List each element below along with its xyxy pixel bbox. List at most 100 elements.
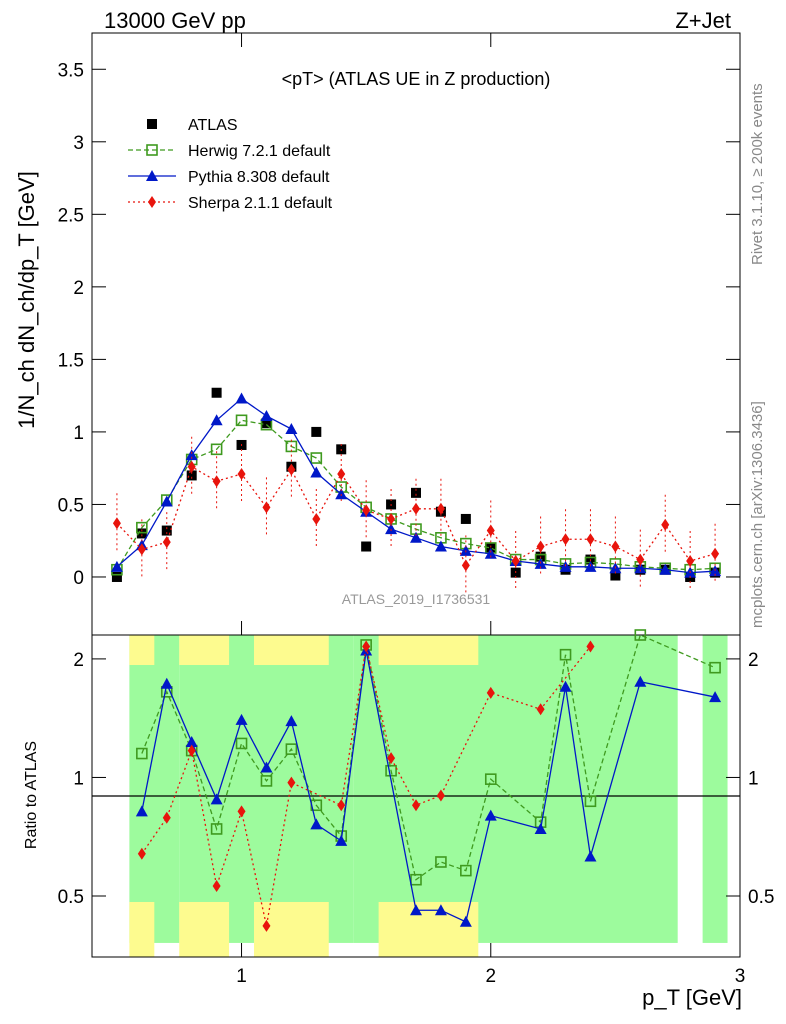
point-2-13	[434, 540, 447, 552]
point-3-17	[536, 540, 545, 553]
point-0-4	[211, 387, 222, 398]
band-yellow-top-2	[254, 635, 329, 665]
ratio-ytick-label-0: 0.5	[58, 887, 84, 908]
main-series	[110, 387, 722, 596]
ratio-point-3-6	[287, 776, 296, 789]
point-2-14	[459, 544, 472, 556]
point-3-3	[187, 460, 196, 473]
main-ytick-label-7: 3.5	[58, 60, 84, 81]
point-3-4	[212, 475, 221, 488]
point-1-5	[235, 414, 248, 427]
point-2-18	[559, 560, 572, 572]
legend-marker-2	[146, 170, 158, 181]
series-line-3	[116, 465, 716, 567]
ratio-point-2-8	[335, 834, 348, 846]
ratio-line-3	[141, 646, 591, 926]
header-left: 13000 GeV pp	[104, 8, 246, 33]
ratio-point-1-4	[235, 737, 248, 750]
ratio-point-3-9	[387, 752, 396, 765]
point-3-23	[686, 555, 695, 568]
band-yellow-top-0	[129, 635, 155, 665]
band-yellow-bottom-3	[378, 902, 479, 957]
point-3-22	[661, 518, 670, 531]
ratio-point-2-4	[235, 713, 248, 725]
ratio-point-3-12	[486, 686, 495, 699]
main-ytick-label-5: 2.5	[58, 205, 84, 226]
point-0-8	[311, 426, 322, 437]
point-3-13	[436, 502, 445, 515]
point-2-22	[659, 563, 672, 575]
point-3-11	[387, 512, 396, 525]
ratio-point-2-18	[709, 691, 722, 703]
point-3-5	[237, 467, 246, 480]
ratio-point-2-17	[634, 675, 647, 687]
ratio-point-1-3	[210, 823, 223, 835]
ratio-point-1-13	[460, 864, 472, 877]
ratio-ytick-label-right-0: 0.5	[748, 887, 774, 908]
point-0-20	[610, 570, 621, 581]
ratio-point-3-4	[237, 805, 246, 818]
ratio-point-1-12	[435, 856, 447, 868]
ratio-point-1-16	[559, 648, 572, 661]
point-3-7	[287, 463, 296, 476]
point-3-12	[412, 502, 420, 515]
chart-title: <pT> (ATLAS UE in Z production)	[282, 69, 551, 89]
ratio-point-3-2	[187, 744, 196, 757]
y-axis-label-ratio: Ratio to ATLAS	[23, 741, 40, 849]
point-2-3	[185, 449, 198, 461]
point-3-8	[312, 512, 321, 525]
x-axis-label: p_T [GeV]	[642, 985, 742, 1010]
point-3-21	[636, 553, 645, 566]
main-ytick-label-2: 1	[73, 423, 84, 444]
ratio-ytick-label-2: 2	[73, 650, 84, 671]
point-2-21	[634, 562, 647, 574]
ratio-plot: 0.5 0.5 1 1 2 2 1 2 3	[58, 629, 774, 987]
point-1-4	[210, 443, 223, 456]
point-2-5	[235, 392, 248, 404]
point-2-7	[285, 423, 298, 435]
ratio-point-3-7	[337, 799, 346, 812]
point-0-6	[261, 418, 272, 429]
band-green-1	[179, 635, 354, 943]
band-green-3	[702, 635, 728, 943]
point-0-14	[460, 513, 471, 524]
mcplots-label: mcplots.cern.ch [arXiv:1306.3436]	[749, 401, 766, 628]
ratio-point-2-1	[160, 677, 173, 689]
ratio-point-2-6	[285, 715, 298, 727]
point-3-10	[362, 504, 371, 517]
point-2-8	[310, 466, 323, 478]
ratio-point-2-3	[210, 793, 223, 805]
ratio-series	[135, 629, 722, 932]
ratio-point-2-10	[410, 904, 422, 916]
ratio-point-1-19	[709, 661, 721, 674]
ratio-point-2-14	[534, 822, 547, 834]
point-3-14	[461, 559, 470, 572]
ratio-ytick-label-1: 1	[73, 768, 84, 789]
point-2-6	[260, 409, 273, 421]
point-3-16	[511, 555, 520, 568]
point-0-2	[161, 525, 172, 536]
ratio-point-2-13	[484, 809, 497, 821]
point-3-19	[586, 533, 595, 546]
point-0-1	[136, 528, 147, 539]
main-ytick-label-4: 2	[73, 278, 84, 299]
ratio-point-1-0	[136, 747, 148, 760]
ratio-point-2-7	[310, 818, 323, 830]
legend-marker-0	[147, 119, 157, 129]
main-plot: 0 0.5 1 1.5 2 2.5 3 3.5 <pT> (ATLAS UE in Z pro…	[58, 32, 741, 636]
legend-label-1: Herwig 7.2.1 default	[188, 143, 331, 160]
ratio-point-2-0	[135, 805, 148, 817]
legend: ATLAS Herwig 7.2.1 default Pythia 8.308 de…	[128, 117, 333, 212]
band-yellow-bottom-1	[179, 902, 230, 957]
ratio-point-2-12	[459, 915, 472, 927]
legend-label-3: Sherpa 2.1.1 default	[188, 195, 333, 212]
point-3-24	[711, 547, 720, 560]
band-green-2	[353, 635, 678, 943]
point-3-1	[137, 543, 146, 556]
ratio-point-3-5	[262, 919, 271, 932]
ratio-point-3-1	[162, 811, 171, 824]
ratio-point-1-5	[260, 775, 273, 787]
header-right: Z+Jet	[675, 8, 731, 33]
